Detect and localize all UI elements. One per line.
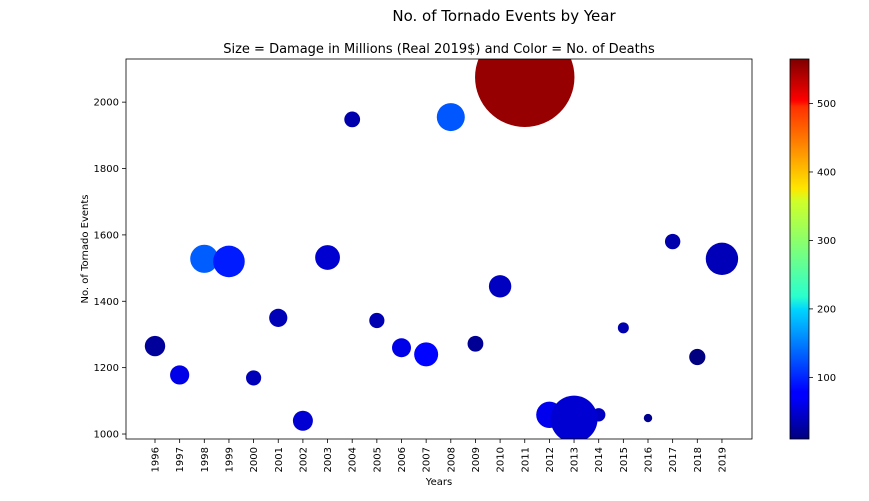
x-tick-label: 2011 <box>520 447 531 472</box>
x-tick-label: 2010 <box>496 447 507 472</box>
bubble-1997 <box>170 365 190 385</box>
x-tick-label: 2017 <box>668 447 679 472</box>
x-tick-label: 2006 <box>397 447 408 472</box>
y-tick-label: 1000 <box>94 430 119 441</box>
bubble-2003 <box>315 245 340 270</box>
x-tick-label: 2008 <box>446 447 457 472</box>
x-tick-label: 2001 <box>274 447 285 472</box>
colorbar-tick-label: 400 <box>817 167 836 178</box>
y-tick-label: 1200 <box>94 363 119 374</box>
y-tick-label: 2000 <box>94 98 119 109</box>
x-tick-label: 1997 <box>175 447 186 472</box>
colorbar: 100 200 300 400 500 <box>789 58 836 440</box>
bubble-2007 <box>414 342 439 367</box>
colorbar-frame <box>789 58 810 440</box>
bubble-2001 <box>269 308 288 327</box>
plot-bubbles <box>144 59 739 439</box>
x-tick-label: 2003 <box>323 447 334 472</box>
colorbar-tick-label: 100 <box>817 373 836 384</box>
x-tick-label: 2005 <box>372 447 383 472</box>
colorbar-tick-label: 300 <box>817 236 836 247</box>
bubble-2017 <box>664 233 681 250</box>
colorbar-tick-label: 200 <box>817 304 836 315</box>
bubble-2009 <box>467 335 484 352</box>
bubble-1996 <box>144 335 166 357</box>
x-tick-label: 2012 <box>545 447 556 472</box>
y-axis-label: No. of Tornado Events <box>80 194 91 303</box>
bubble-2005 <box>369 312 385 329</box>
y-axis: 1000 1200 1400 1600 1800 2000 <box>94 98 126 441</box>
bubble-2016 <box>643 413 653 423</box>
bubble-2000 <box>246 370 262 386</box>
x-tick-label: 2018 <box>693 447 704 472</box>
x-tick-label: 2000 <box>249 447 260 472</box>
bubble-2015 <box>617 322 629 334</box>
bubble-2010 <box>488 275 512 298</box>
x-tick-label: 2002 <box>298 447 309 472</box>
colorbar-tick-label: 500 <box>817 99 836 110</box>
bubble-2011 <box>475 59 575 127</box>
chart-title: No. of Tornado Events by Year <box>392 7 616 25</box>
colorbar-gradient <box>790 59 809 439</box>
y-tick-label: 1600 <box>94 230 119 241</box>
x-tick-label: 2004 <box>348 447 359 472</box>
plot-frame <box>125 58 753 440</box>
x-tick-label: 2015 <box>619 447 630 472</box>
x-tick-label: 2009 <box>471 447 482 472</box>
x-tick-label: 2013 <box>570 447 581 472</box>
x-tick-label: 2016 <box>644 447 655 472</box>
chart-subtitle: Size = Damage in Millions (Real 2019$) a… <box>223 42 655 57</box>
x-tick-label: 2019 <box>717 447 728 472</box>
colorbar-ticks: 100 200 300 400 500 <box>809 99 836 384</box>
bubble-1999 <box>213 245 245 278</box>
x-tick-label: 1996 <box>151 447 162 472</box>
bubble-2006 <box>392 338 411 358</box>
y-tick-label: 1800 <box>94 164 119 175</box>
x-tick-label: 1999 <box>224 447 235 472</box>
bubble-2004 <box>344 111 361 128</box>
bubble-1998 <box>190 244 219 273</box>
x-axis-label: Years <box>425 477 452 488</box>
x-tick-label: 1998 <box>200 447 211 472</box>
bubble-2008 <box>436 103 465 132</box>
x-axis: 1996 1997 1998 1999 2000 2001 2002 2003 2004 2005… <box>151 439 728 472</box>
bubble-2013 <box>550 395 598 439</box>
bubble-2002 <box>292 410 313 431</box>
bubble-2018 <box>689 348 706 366</box>
bubble-2019 <box>705 242 739 275</box>
x-tick-label: 2007 <box>422 447 433 472</box>
y-tick-label: 1400 <box>94 297 119 308</box>
x-tick-label: 2014 <box>594 447 605 472</box>
